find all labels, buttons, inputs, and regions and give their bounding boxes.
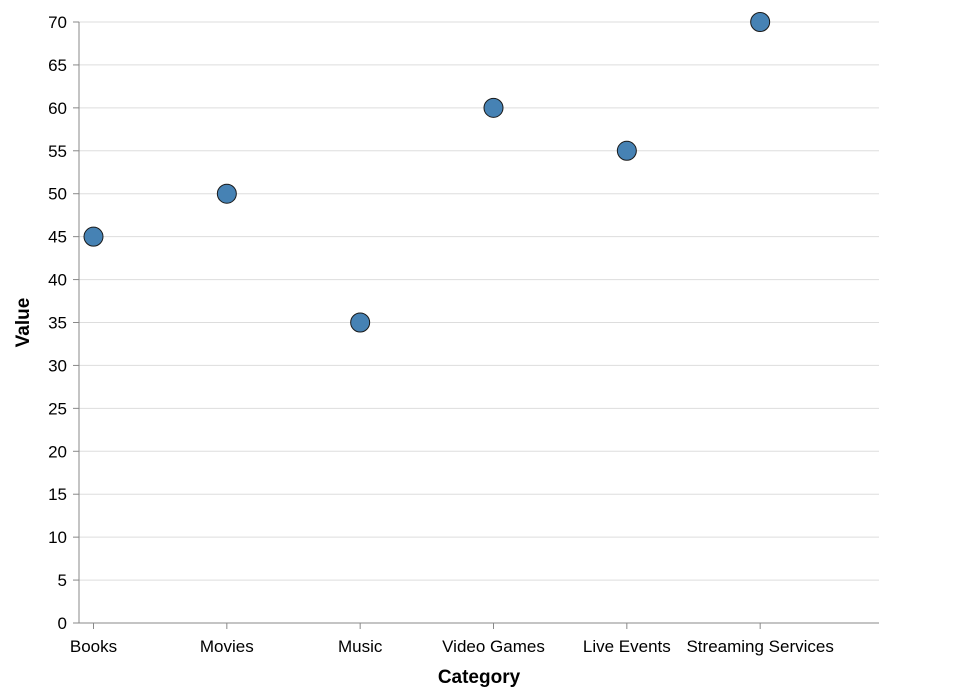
y-tick-label: 10 [48, 528, 67, 547]
y-tick-label: 50 [48, 185, 67, 204]
data-point [750, 12, 771, 32]
data-point [616, 140, 637, 161]
y-tick-label: 15 [48, 485, 67, 504]
y-axis-title: Value [13, 298, 34, 348]
y-tick-label: 25 [48, 399, 67, 418]
y-tick-label: 35 [48, 314, 67, 333]
x-axis-ticks: Books Movies Music Video Games Live Events St… [70, 623, 834, 656]
data-point [83, 226, 104, 247]
y-tick-label: 55 [48, 142, 67, 161]
x-tick-label: Movies [200, 637, 254, 656]
y-tick-label: 5 [58, 571, 67, 590]
x-tick-label: Streaming Services [686, 637, 833, 656]
y-tick-label: 20 [48, 442, 67, 461]
y-tick-label: 40 [48, 271, 67, 290]
y-tick-label: 60 [48, 99, 67, 118]
y-tick-label: 0 [58, 614, 67, 633]
y-tick-label: 65 [48, 56, 67, 75]
x-tick-label: Music [338, 637, 383, 656]
data-points [83, 12, 771, 333]
x-tick-label: Books [70, 637, 117, 656]
data-point [216, 183, 237, 204]
y-axis-ticks: 0 5 10 15 20 25 30 35 40 45 50 55 60 65 70 [48, 13, 79, 633]
y-tick-label: 70 [48, 13, 67, 32]
y-tick-label: 45 [48, 228, 67, 247]
grid-lines [79, 21, 879, 624]
data-point [483, 97, 504, 118]
x-tick-label: Live Events [583, 637, 671, 656]
y-tick-label: 30 [48, 356, 67, 375]
data-point [350, 312, 371, 333]
x-tick-label: Video Games [442, 637, 545, 656]
x-axis-title: Category [438, 667, 521, 688]
